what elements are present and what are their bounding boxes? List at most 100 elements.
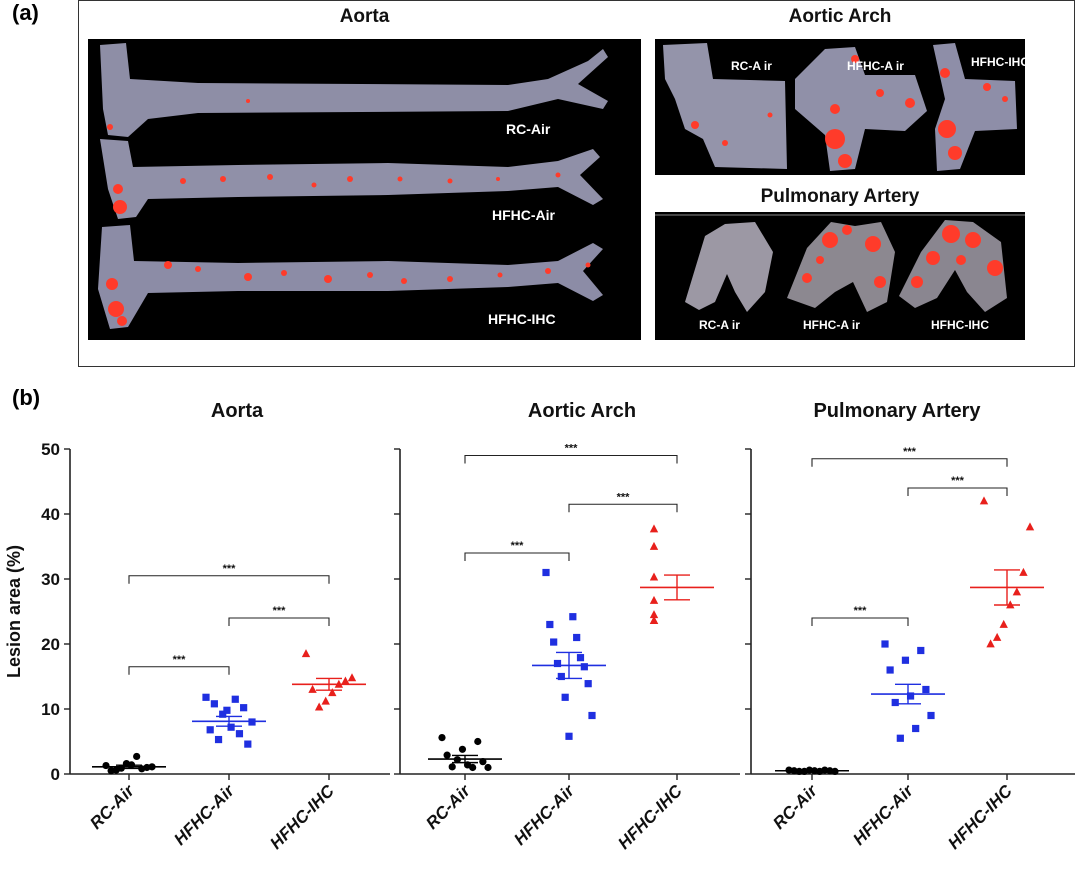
data-point xyxy=(458,745,467,753)
data-point xyxy=(999,619,1008,628)
x-tick-label: HFHC-Air xyxy=(170,780,239,849)
panel-b-label: (b) xyxy=(12,385,41,410)
data-point xyxy=(992,632,1002,641)
significance-label: *** xyxy=(565,443,579,455)
panel-a-frame xyxy=(78,0,1075,367)
chart-title: Aortic Arch xyxy=(528,400,636,422)
data-point xyxy=(102,761,110,770)
data-point xyxy=(469,763,477,772)
data-point xyxy=(235,730,244,738)
aortic-arch-photo: RC-A ir HFHC-A ir HFHC-IHC xyxy=(655,39,1025,175)
aorta-label-rc-air: RC-Air xyxy=(506,121,551,137)
data-point xyxy=(912,724,920,733)
data-point xyxy=(210,700,218,708)
data-point xyxy=(896,734,904,742)
data-point xyxy=(133,752,141,761)
significance-label: *** xyxy=(273,605,287,617)
y-tick-label: 10 xyxy=(41,700,60,719)
data-point xyxy=(314,702,324,711)
data-point xyxy=(901,656,910,664)
panel-a-label: (a) xyxy=(12,0,39,25)
arch-label-hfhc-air: HFHC-A ir xyxy=(847,59,904,73)
data-point xyxy=(474,737,482,746)
chart-title: Pulmonary Artery xyxy=(813,400,981,422)
data-point xyxy=(1019,567,1028,576)
data-point xyxy=(341,676,350,685)
data-point xyxy=(573,633,581,642)
y-axis-label: Lesion area (%) xyxy=(4,545,24,678)
significance-label: *** xyxy=(903,446,917,458)
y-tick-label: 30 xyxy=(41,570,60,589)
data-point xyxy=(649,616,659,624)
significance-bracket xyxy=(907,487,1008,496)
data-point xyxy=(891,698,899,707)
chart-2: Aortic Arch RC-Air HFHC-Air HFHC-IHC *** *** *… xyxy=(394,400,740,853)
x-tick-label: RC-Air xyxy=(422,780,474,832)
data-point xyxy=(550,638,558,646)
data-point xyxy=(347,673,357,682)
data-point xyxy=(244,740,252,748)
x-tick-label: HFHC-Air xyxy=(849,780,918,849)
data-point xyxy=(649,595,659,604)
data-point xyxy=(1025,522,1035,531)
aorta-photo: RC-Air HFHC-Air HFHC-IHC xyxy=(88,39,641,340)
significance-label: *** xyxy=(223,563,237,575)
significance-label: *** xyxy=(617,491,631,503)
x-tick-label: HFHC-Air xyxy=(510,780,579,849)
chart-3: Pulmonary Artery RC-Air HFHC-Air HFHC-IHC **… xyxy=(745,400,1075,853)
x-tick-label: HFHC-IHC xyxy=(266,781,338,853)
data-point xyxy=(886,666,894,674)
aorta-label-hfhc-ihc: HFHC-IHC xyxy=(488,311,556,327)
significance-bracket xyxy=(464,552,570,561)
data-point xyxy=(569,613,577,621)
significance-bracket xyxy=(464,454,678,464)
significance-bracket xyxy=(128,666,230,675)
data-point xyxy=(881,640,889,648)
data-point xyxy=(649,524,659,533)
pulmonary-artery-photo-title: Pulmonary Artery xyxy=(760,186,920,207)
data-point xyxy=(214,735,223,744)
x-tick-label: HFHC-IHC xyxy=(614,781,686,853)
significance-bracket xyxy=(568,503,678,513)
data-point xyxy=(557,672,565,681)
data-point xyxy=(448,763,456,771)
arch-label-rc-air: RC-A ir xyxy=(731,59,772,73)
significance-bracket xyxy=(811,617,909,626)
data-point xyxy=(584,680,592,688)
data-point xyxy=(308,684,317,693)
data-point xyxy=(542,568,550,577)
chart-1: Aorta 0 10 20 30 40 50 RC-Air HFHC-Air HFHC-IHC **… xyxy=(41,400,390,853)
aorta-photo-title: Aorta xyxy=(339,6,390,27)
aorta-label-hfhc-air: HFHC-Air xyxy=(492,207,555,223)
pulmonary-label-rc-air: RC-A ir xyxy=(699,318,740,332)
y-tick-label: 20 xyxy=(41,635,60,654)
data-point xyxy=(917,646,925,655)
y-tick-label: 40 xyxy=(41,505,60,524)
data-point xyxy=(1012,587,1022,596)
data-point xyxy=(219,710,227,718)
data-point xyxy=(231,695,239,703)
data-point xyxy=(438,734,446,742)
data-point xyxy=(223,706,231,714)
data-point xyxy=(240,704,248,712)
data-point xyxy=(927,711,935,720)
data-point xyxy=(328,688,337,697)
data-point xyxy=(227,723,235,731)
y-tick-label: 0 xyxy=(51,765,60,784)
significance-label: *** xyxy=(951,475,965,487)
data-point xyxy=(202,693,210,701)
data-point xyxy=(649,572,659,581)
pulmonary-label-hfhc-ihc: HFHC-IHC xyxy=(931,318,989,332)
data-point xyxy=(986,639,995,648)
data-point xyxy=(301,649,311,658)
data-point xyxy=(553,659,562,668)
significance-label: *** xyxy=(173,654,187,666)
data-point xyxy=(649,541,659,550)
x-tick-label: HFHC-IHC xyxy=(944,781,1016,853)
data-point xyxy=(206,726,214,734)
data-point xyxy=(922,685,930,694)
data-point xyxy=(484,763,492,772)
data-point xyxy=(576,654,585,662)
data-point xyxy=(906,692,915,700)
data-point xyxy=(546,620,554,629)
